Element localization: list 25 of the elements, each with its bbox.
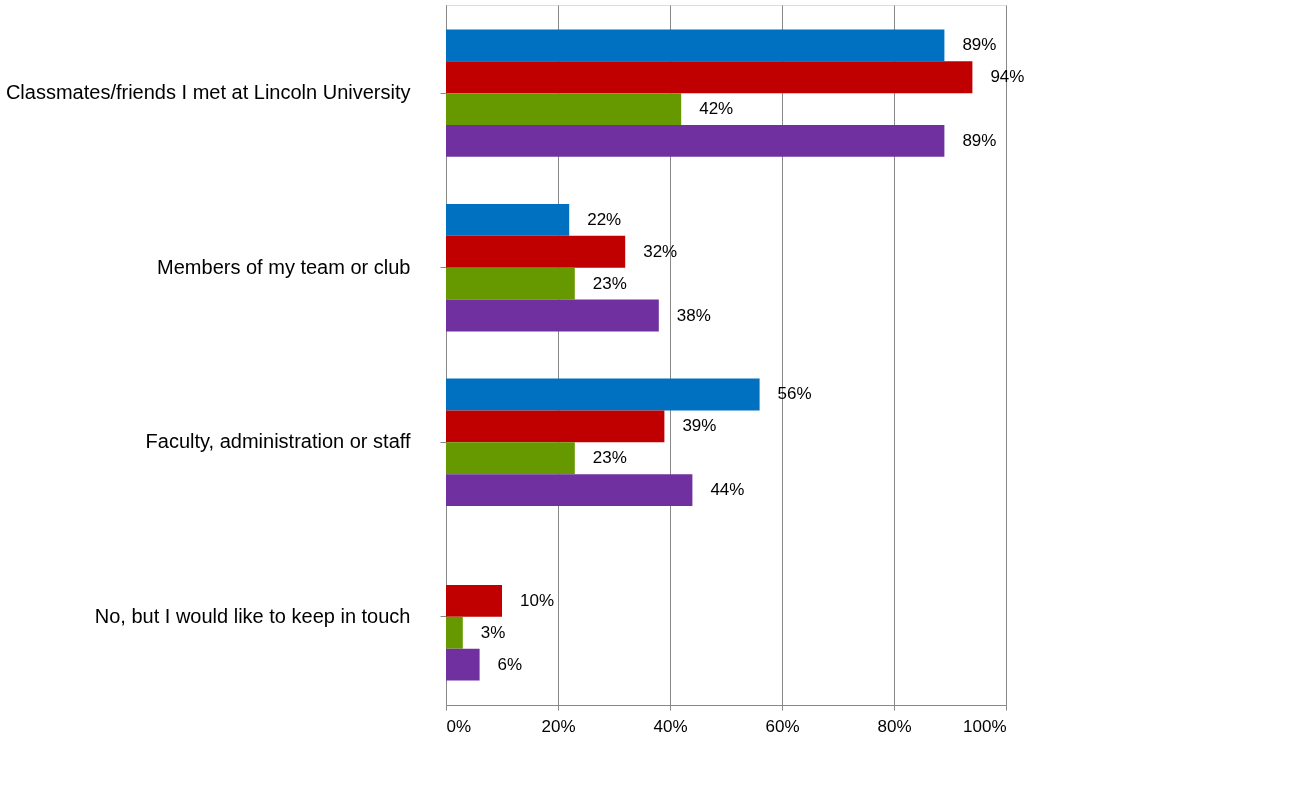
data-label: 42% xyxy=(699,99,734,119)
data-label: 56% xyxy=(777,384,812,404)
x-tick-label: 0% xyxy=(446,716,472,736)
data-label: 23% xyxy=(592,273,627,293)
data-label: 22% xyxy=(587,209,622,229)
data-label: 23% xyxy=(592,448,627,468)
x-tick-label: 80% xyxy=(877,716,912,736)
data-label: 32% xyxy=(643,241,678,261)
data-label: 44% xyxy=(710,480,745,500)
y-tick-label: Classmates/friends I met at Lincoln University xyxy=(5,81,411,104)
x-tick-label: 60% xyxy=(765,716,800,736)
y-tick-label: Members of my team or club xyxy=(157,255,411,278)
data-label: 38% xyxy=(676,305,711,325)
x-tick-label: 100% xyxy=(963,716,1007,736)
y-tick-label: Faculty, administration or staff xyxy=(145,430,411,453)
data-label: 10% xyxy=(520,590,555,610)
data-label: 89% xyxy=(962,130,997,150)
data-label: 6% xyxy=(497,654,523,674)
data-label: 3% xyxy=(480,622,506,642)
x-tick-label: 40% xyxy=(653,716,688,736)
data-label: 39% xyxy=(682,416,717,436)
data-label: 94% xyxy=(990,67,1025,87)
y-tick-label: No, but I would like to keep in touch xyxy=(94,604,411,627)
x-tick-label: 20% xyxy=(541,716,576,736)
data-label: 89% xyxy=(962,35,997,55)
